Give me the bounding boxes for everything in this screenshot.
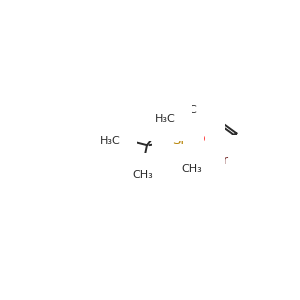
Text: H₃C: H₃C [177, 105, 197, 115]
Text: O: O [222, 155, 232, 168]
Text: H₃C: H₃C [154, 114, 175, 124]
Text: Si: Si [172, 134, 184, 147]
Text: CH₃: CH₃ [132, 170, 153, 180]
Text: O: O [194, 133, 205, 146]
Text: Br: Br [215, 154, 229, 167]
Text: H₃C: H₃C [100, 136, 121, 146]
Text: CH₃: CH₃ [181, 164, 202, 174]
